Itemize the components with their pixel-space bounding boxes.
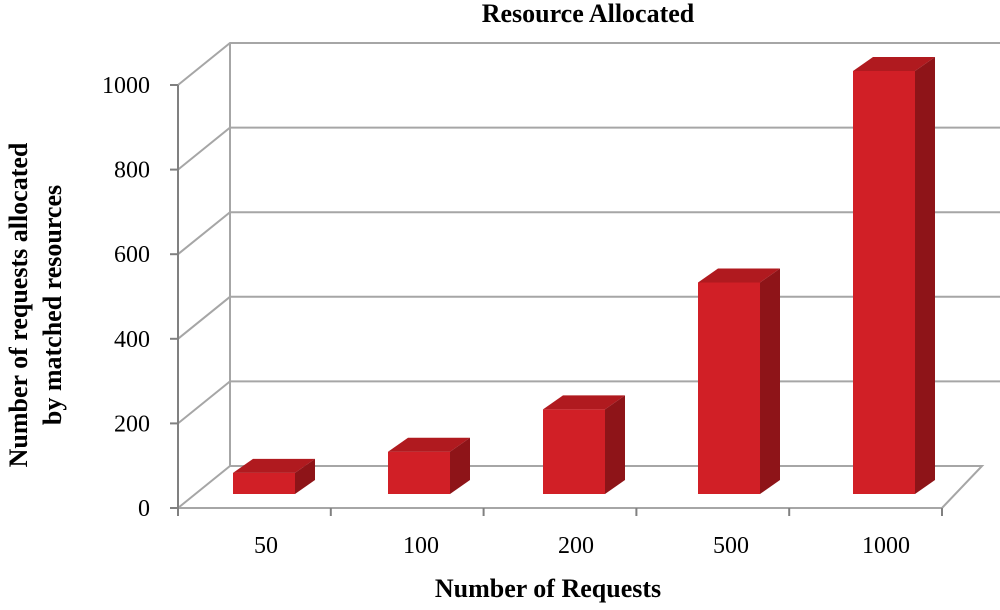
bars	[233, 57, 935, 494]
y-tick-label-1000: 1000	[102, 73, 150, 99]
x-axis-title: Number of Requests	[435, 574, 661, 603]
bar-front-100	[388, 451, 450, 494]
bar-500	[698, 268, 780, 494]
bar-side-100	[450, 437, 470, 494]
y-axis-title: Number of requests allocated by matched …	[4, 142, 67, 467]
x-tick-label-100: 100	[403, 533, 439, 559]
bar-100	[388, 437, 470, 494]
y-axis-title-line-2: by matched resources	[38, 185, 67, 425]
y-tick-label-0: 0	[138, 496, 150, 522]
bar-1000	[853, 57, 935, 494]
y-tick-label-800: 800	[114, 158, 150, 184]
bar-side-50	[295, 458, 315, 494]
bar-front-50	[233, 472, 295, 494]
bar-side-500	[760, 268, 780, 494]
chart-title: Resource Allocated	[482, 0, 695, 28]
bar-top-1000	[853, 57, 935, 71]
bar-top-50	[233, 458, 315, 473]
bar-side-1000	[915, 57, 935, 494]
bar-front-500	[698, 282, 760, 494]
bar-top-500	[698, 268, 780, 283]
floor-plane	[177, 465, 985, 509]
x-tick-label-50: 50	[254, 533, 278, 559]
x-tick-label-1000: 1000	[862, 533, 910, 559]
bar-top-100	[388, 437, 470, 452]
y-axis-title-line-1: Number of requests allocated	[4, 142, 33, 467]
y-tick-label-400: 400	[114, 327, 150, 353]
axes	[170, 43, 985, 516]
bar-top-200	[543, 395, 625, 410]
y-tick-label-600: 600	[114, 242, 150, 268]
bar-front-200	[543, 409, 605, 494]
bar-front-1000	[853, 71, 915, 494]
y-tick-label-200: 200	[114, 411, 150, 437]
bar-side-200	[605, 395, 625, 494]
x-tick-labels: 50 100 200 500 1000	[254, 533, 910, 559]
bar-200	[543, 395, 625, 494]
x-tick-label-500: 500	[713, 533, 749, 559]
bar-50	[233, 458, 315, 494]
y-tick-labels: 0 200 400 600 800 1000	[102, 73, 150, 522]
x-tick-label-200: 200	[558, 533, 594, 559]
